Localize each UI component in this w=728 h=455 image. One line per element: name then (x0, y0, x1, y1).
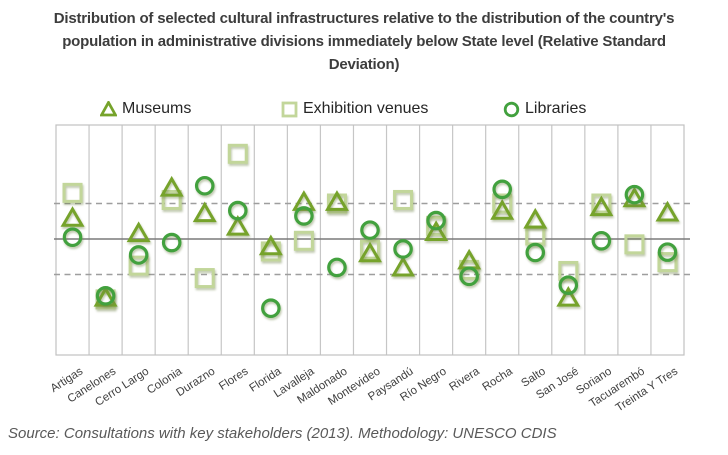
marker-libraries-salto (525, 242, 546, 263)
marker-exhibition-venues-treinta-y-tres (657, 252, 678, 273)
marker-libraries-rocha (492, 179, 513, 200)
marker-libraries-soriano (591, 230, 612, 251)
libraries-circle-icon (503, 101, 520, 117)
x-axis-label: Rivera (447, 365, 482, 393)
plot-border (55, 124, 685, 356)
marker-museums-san-josé (556, 285, 581, 307)
marker-libraries-durazno (194, 175, 215, 196)
exhibition-square-icon (281, 101, 298, 117)
marker-exhibition-venues-paysandú (393, 189, 414, 210)
marker-museums-rivera (457, 248, 482, 270)
legend-item-libraries: Libraries (503, 100, 586, 118)
marker-exhibition-venues-durazno (194, 268, 215, 289)
legend-item-museums: Museums (100, 100, 191, 118)
marker-exhibition-venues-montevideo (360, 239, 380, 260)
marker-libraries-montevideo (360, 220, 380, 240)
legend-label-exhibition-venues: Exhibition venues (303, 100, 429, 117)
source-note: Source: Consultations with key stakehold… (8, 425, 557, 442)
marker-libraries-canelones (95, 285, 116, 306)
marker-exhibition-venues-colonia (161, 189, 182, 210)
marker-exhibition-venues-artigas (62, 182, 83, 203)
marker-exhibition-venues-flores (227, 143, 248, 164)
marker-museums-artigas (60, 206, 85, 227)
marker-museums-flores (225, 214, 250, 236)
marker-museums-paysandú (391, 255, 416, 277)
marker-museums-soriano (589, 195, 614, 217)
marker-exhibition-venues-cerro-largo (128, 255, 149, 276)
marker-exhibition-venues-san-josé (558, 260, 579, 281)
marker-libraries-cerro-largo (128, 245, 149, 265)
x-axis-label: Rocha (480, 365, 515, 393)
marker-museums-cerro-largo (126, 221, 151, 243)
marker-museums-durazno (192, 201, 217, 223)
marker-exhibition-venues-salto (525, 225, 546, 246)
marker-exhibition-venues-rocha (492, 193, 513, 214)
legend-circle-glyph (503, 101, 520, 117)
marker-exhibition-venues-río-negro (426, 215, 447, 236)
marker-exhibition-venues-tacuarembó (624, 234, 645, 255)
legend-label-museums: Museums (122, 100, 192, 117)
marker-libraries-rivera (459, 266, 479, 287)
marker-museums-treinta-y-tres (655, 200, 680, 222)
marker-libraries-treinta-y-tres (657, 242, 678, 262)
x-axis-label: Flores (217, 365, 251, 393)
marker-libraries-san-josé (558, 275, 579, 295)
marker-libraries-paysandú (393, 239, 413, 259)
legend-label-libraries: Libraries (525, 100, 587, 117)
marker-libraries-tacuarembó (624, 184, 645, 205)
marker-museums-río-negro (424, 220, 449, 241)
marker-exhibition-venues-lavalleja (293, 230, 314, 251)
chart-title: Distribution of selected cultural infras… (53, 10, 675, 73)
marker-museums-montevideo (357, 241, 383, 263)
marker-exhibition-venues-soriano (591, 193, 612, 214)
marker-museums-rocha (490, 199, 515, 220)
marker-museums-florida (258, 234, 283, 256)
marker-libraries-maldonado (327, 257, 347, 278)
museums-triangle-icon (100, 100, 117, 116)
legend-item-exhibition-venues: Exhibition venues (281, 100, 428, 118)
marker-libraries-colonia (161, 232, 182, 253)
marker-libraries-flores (227, 200, 248, 221)
marker-museums-salto (523, 207, 548, 229)
marker-exhibition-venues-rivera (459, 259, 480, 280)
legend-square-glyph (281, 101, 298, 117)
marker-museums-tacuarembó (622, 186, 647, 208)
legend-triangle-glyph (100, 100, 117, 116)
marker-libraries-río-negro (426, 210, 446, 231)
marker-libraries-artigas (62, 227, 83, 248)
marker-museums-colonia (159, 175, 184, 197)
marker-libraries-lavalleja (294, 206, 314, 226)
marker-museums-maldonado (324, 190, 349, 211)
marker-libraries-florida (261, 298, 281, 319)
